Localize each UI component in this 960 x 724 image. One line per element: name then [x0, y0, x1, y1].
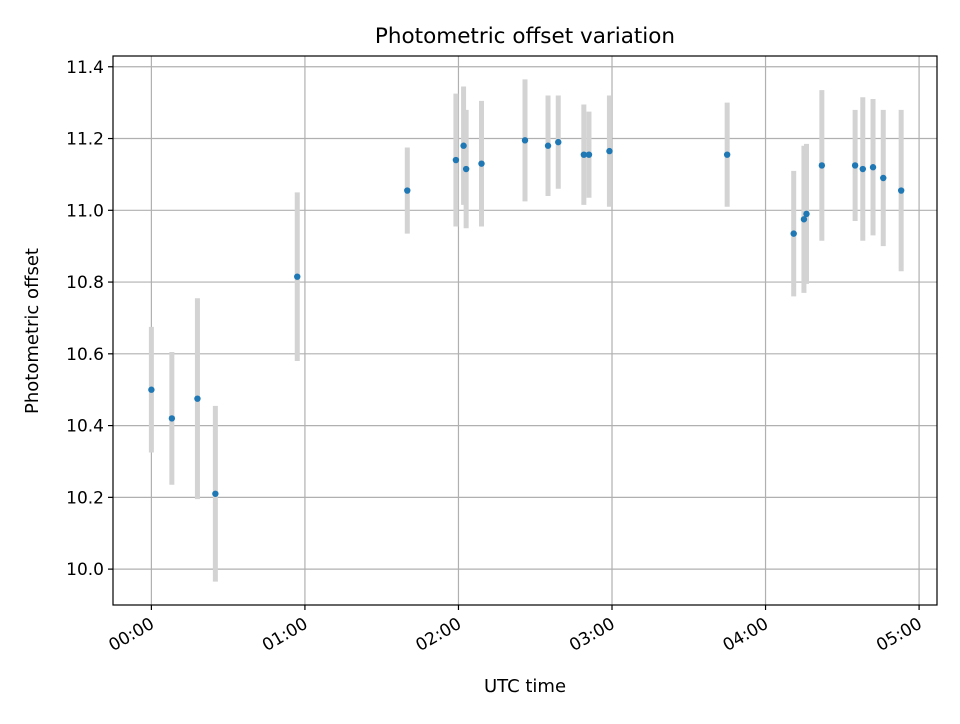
- data-point: [606, 147, 613, 155]
- data-point: [212, 490, 219, 497]
- data-point: [859, 165, 866, 173]
- data-point: [803, 210, 810, 218]
- data-points: [148, 137, 905, 497]
- data-point: [723, 151, 731, 158]
- data-point: [790, 230, 797, 237]
- data-point: [818, 162, 826, 169]
- data-point: [294, 273, 301, 280]
- data-point: [452, 156, 460, 164]
- data-point: [544, 142, 552, 149]
- y-axis-label: Photometric offset: [22, 248, 43, 414]
- y-tick-label: 11.0: [66, 201, 104, 221]
- y-tick-label: 10.6: [66, 345, 104, 365]
- x-axis-label: UTC time: [484, 676, 566, 697]
- data-point: [148, 386, 155, 393]
- y-tick-label: 10.4: [66, 417, 104, 437]
- y-tick-label: 10.8: [66, 273, 104, 293]
- data-point: [897, 187, 905, 194]
- y-tick-label: 10.0: [66, 560, 104, 580]
- data-point: [580, 151, 588, 158]
- y-tick-label: 11.2: [66, 130, 104, 150]
- y-axis-ticks: 10.0 10.2 10.4 10.6 10.8 11.0 11.2 11.4: [66, 58, 113, 580]
- data-point: [851, 162, 859, 169]
- data-point: [800, 216, 808, 223]
- data-point: [880, 174, 887, 182]
- data-point: [168, 415, 176, 422]
- data-point: [521, 137, 529, 144]
- y-tick-label: 11.4: [66, 58, 104, 78]
- data-point: [462, 165, 470, 173]
- plot-frame: [112, 55, 938, 606]
- chart-title: Photometric offset variation: [375, 24, 675, 49]
- grid: [113, 56, 937, 605]
- data-point: [404, 187, 411, 194]
- data-point: [869, 164, 877, 171]
- data-point: [555, 138, 562, 146]
- data-point: [194, 395, 201, 402]
- data-point: [460, 142, 467, 149]
- data-point: [585, 151, 593, 158]
- y-tick-label: 10.2: [66, 488, 104, 508]
- data-point: [478, 160, 485, 167]
